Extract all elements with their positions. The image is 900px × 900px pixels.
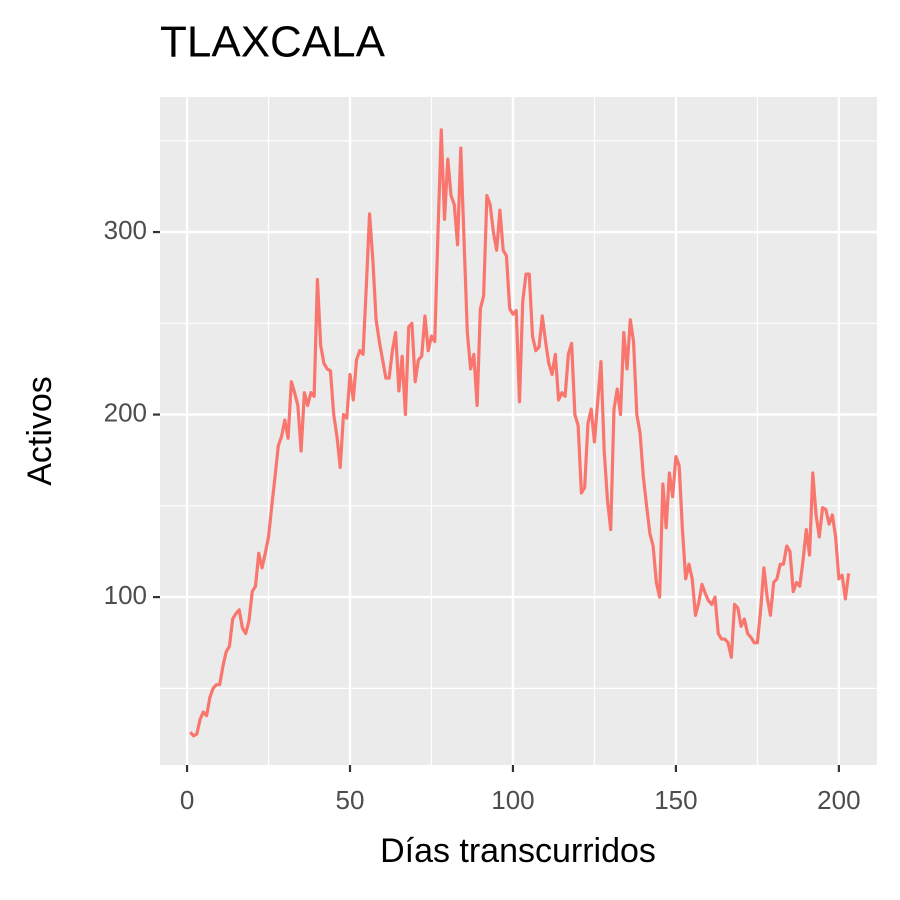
y-tick-label: 200: [104, 397, 147, 427]
x-tick-label: 50: [336, 785, 365, 815]
data-line: [189, 128, 851, 738]
y-tick-label: 300: [104, 215, 147, 245]
x-axis-title: Días transcurridos: [380, 832, 656, 870]
x-tick-label: 100: [491, 785, 534, 815]
y-axis-title: Activos: [21, 376, 59, 486]
x-tick-label: 0: [180, 785, 194, 815]
x-tick-label: 200: [817, 785, 860, 815]
marks: [189, 128, 851, 738]
y-tick-label: 100: [104, 580, 147, 610]
grid: [160, 97, 877, 765]
axes: 0 50 100 150 200 100 200 300: [104, 215, 861, 815]
x-tick-label: 150: [654, 785, 697, 815]
plot-panel: [160, 97, 877, 765]
chart-title: TLAXCALA: [160, 18, 386, 67]
